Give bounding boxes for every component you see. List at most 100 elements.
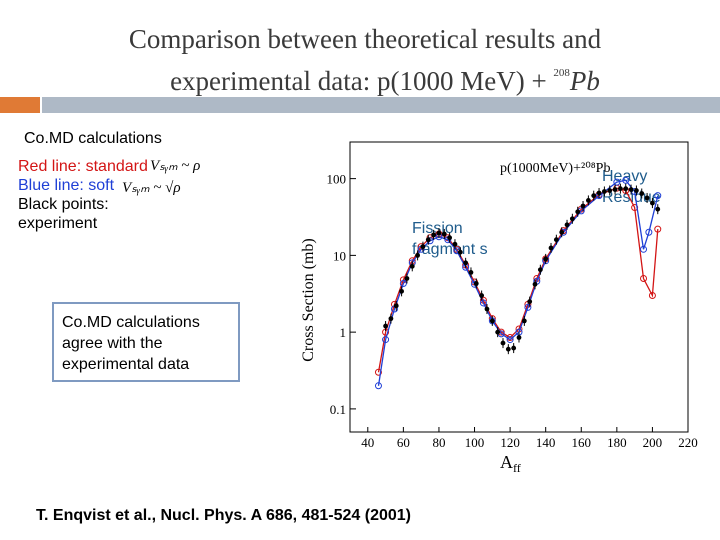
experiment-point [393,303,399,309]
x-tick-label: 40 [361,435,374,450]
x-tick-label: 80 [432,435,445,450]
x-tick-label: 140 [536,435,556,450]
legend-experiment-b: experiment [18,215,98,232]
series-soft-point [382,336,390,344]
callout-box: Co.MD calculations agree with the experi… [52,302,240,382]
series-standard-point [654,225,662,233]
x-tick-label: 220 [678,435,698,450]
header-rule [42,97,720,113]
experiment-point [628,187,634,192]
experiment-point [580,203,586,209]
formula-standard: Vₛᵧₘ ~ ρ [150,158,201,174]
experiment-point [447,235,453,241]
series-soft-point [613,178,621,186]
experiment-point [505,346,511,352]
plot-frame [349,141,689,433]
experiment-point [473,281,479,286]
series-soft-point [399,280,407,288]
experiment-point [618,186,623,192]
experiment-point [639,191,645,196]
experiment-point [564,222,570,228]
experiment-point [468,270,474,275]
series-soft-point [374,382,382,390]
experiment-point [575,209,581,215]
experiment-point [484,306,490,312]
series-standard-point [648,292,656,300]
series-soft-point [506,336,514,344]
y-tick-label: 1 [340,325,347,340]
y-tick-label: 10 [333,248,346,263]
series-standard-line [377,187,659,373]
title-line-1: Comparison between theoretical results a… [128,24,602,54]
mass-number: 208 [553,67,570,79]
experiment-point [585,198,591,203]
y-tick-label: 0.1 [330,402,346,417]
series-soft-point [524,303,532,311]
element-symbol: Pb [569,66,600,96]
experiment-point [655,206,661,212]
experiment-point [415,252,420,258]
experiment-point [516,335,522,340]
y-tick-label: 100 [327,172,347,187]
experiment-point [511,345,517,351]
accent-bar [0,97,40,113]
subtitle: Co.MD calculations [24,130,162,147]
series-soft-line [377,179,659,386]
legend-soft: Blue line: soft [18,177,115,194]
x-tick-label: 120 [500,435,520,450]
experiment-point [479,293,485,298]
experiment-point [553,237,559,243]
experiment-point [431,232,437,238]
experiment-point [521,318,527,324]
page-title: Comparison between theoretical results a… [60,22,670,98]
experiment-point [463,260,469,266]
experiment-point [623,186,629,192]
experiment-point [650,200,655,206]
inset-label: p(1000MeV)+²⁰⁸Pb [500,161,610,176]
series-standard-point [374,368,382,376]
experiment-point [596,190,602,196]
series-soft-point [645,228,653,236]
experiment-point [612,187,618,192]
series-soft-point [479,299,487,307]
experiment-point [436,230,442,236]
experiment-point [441,231,447,237]
y-axis-label: Cross Section (mb) [300,238,317,362]
legend-standard: Red line: standard [18,158,148,175]
x-tick-label: 60 [397,435,410,450]
series-standard-point [640,274,648,282]
series-soft-point [654,192,662,200]
x-tick-label: 160 [572,435,592,450]
x-axis-label: Aff [500,452,521,475]
experiment-point [537,267,543,273]
series-soft-point [622,176,630,184]
experiment-point [601,189,607,194]
experiment-point [495,329,501,335]
experiment-point [634,188,639,193]
experiment-point [532,281,538,287]
x-tick-label: 200 [643,435,663,450]
citation: T. Enqvist et al., Nucl. Phys. A 686, 48… [36,507,411,524]
series-soft-point [640,245,648,253]
x-tick-label: 180 [607,435,627,450]
experiment-point [452,241,458,247]
experiment-point [404,276,410,281]
x-tick-label: 100 [465,435,485,450]
experiment-point [388,316,394,322]
experiment-point [500,340,506,346]
experiment-point [425,237,431,243]
legend-experiment-a: Black points: [18,196,109,213]
legend-block: Red line: standard Blue line: soft Black… [18,157,148,233]
experiment-point [527,299,533,304]
experiment-point [409,263,415,269]
experiment-point [399,288,404,294]
experiment-point [607,188,613,193]
experiment-point [457,249,463,255]
experiment-point [543,256,549,262]
experiment-point [644,195,650,201]
experiment-point [489,318,495,324]
experiment-point [548,245,554,251]
title-line-2: experimental data: p(1000 MeV) + 208Pb [170,66,600,96]
experiment-point [569,216,575,222]
